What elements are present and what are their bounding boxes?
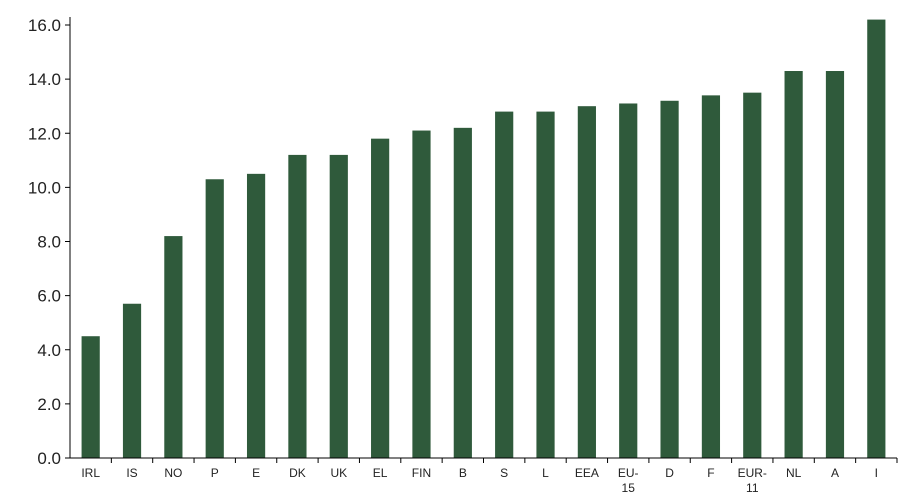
- x-axis: IRL IS NO P E DK UK EL FIN B S L EEA EU-15 D F EUR-11 NL A…: [70, 457, 898, 495]
- bar: [825, 71, 845, 458]
- bar: [412, 130, 431, 458]
- bar: [453, 127, 472, 459]
- x-tick-label: EU-15: [618, 466, 639, 495]
- x-tick-label: UK: [330, 466, 347, 480]
- x-tick-label: IS: [126, 466, 137, 480]
- bar: [81, 336, 100, 458]
- y-tick-label: 16.0: [28, 16, 61, 35]
- x-tick-label: L: [542, 466, 549, 480]
- y-tick-label: 10.0: [28, 178, 61, 197]
- x-tick-label: FIN: [412, 466, 431, 480]
- x-tick-label-line: B: [459, 466, 467, 480]
- bar: [536, 111, 555, 458]
- bar: [205, 179, 224, 458]
- bar: [122, 303, 142, 458]
- x-tick-label: EL: [373, 466, 388, 480]
- y-tick-label: 14.0: [28, 70, 61, 89]
- x-tick-label-line: 11: [746, 481, 759, 495]
- bar: [784, 71, 803, 458]
- x-tick-label-line: E: [252, 466, 260, 480]
- x-tick-label: D: [665, 466, 674, 480]
- bar: [246, 173, 266, 458]
- x-tick-label: I: [875, 466, 878, 480]
- y-tick-label: 6.0: [37, 287, 61, 306]
- x-tick-label: S: [500, 466, 508, 480]
- bars: [81, 19, 886, 459]
- bar: [288, 154, 307, 458]
- x-tick-label: B: [459, 466, 467, 480]
- x-tick-label-line: FIN: [412, 466, 431, 480]
- y-tick-label: 0.0: [37, 449, 61, 468]
- bar: [743, 92, 762, 458]
- x-tick-label-line: F: [707, 466, 714, 480]
- x-tick-label: NL: [786, 466, 802, 480]
- y-tick-label: 2.0: [37, 395, 61, 414]
- y-tick-label: 8.0: [37, 233, 61, 252]
- bar: [577, 106, 596, 458]
- bar: [867, 19, 886, 459]
- x-tick-label-line: A: [831, 466, 839, 480]
- x-tick-label: F: [707, 466, 714, 480]
- bar: [619, 103, 638, 458]
- x-tick-label: A: [831, 466, 839, 480]
- x-tick-label-line: IRL: [81, 466, 100, 480]
- bar: [164, 236, 183, 458]
- bar: [329, 154, 348, 458]
- x-tick-label-line: UK: [330, 466, 347, 480]
- x-tick-label-line: NL: [786, 466, 802, 480]
- x-tick-label-line: 15: [622, 481, 636, 495]
- bar: [495, 111, 514, 458]
- x-tick-label-line: EU-: [618, 466, 639, 480]
- x-tick-label-line: DK: [289, 466, 306, 480]
- x-tick-label: P: [211, 466, 219, 480]
- x-tick-label-line: P: [211, 466, 219, 480]
- bar: [371, 138, 390, 458]
- x-tick-label-line: EUR-: [738, 466, 767, 480]
- x-tick-label: IRL: [81, 466, 100, 480]
- y-tick-label: 4.0: [37, 341, 61, 360]
- y-axis: 0.0 2.0 4.0 6.0 8.0 10.0 12.0 14.0 16.0: [28, 16, 71, 468]
- x-tick-label-line: S: [500, 466, 508, 480]
- y-tick-label: 12.0: [28, 124, 61, 143]
- x-tick-label: DK: [289, 466, 306, 480]
- x-tick-label-line: IS: [126, 466, 137, 480]
- x-tick-label-line: EEA: [575, 466, 599, 480]
- x-tick-label-line: L: [542, 466, 549, 480]
- x-tick-label-line: NO: [164, 466, 182, 480]
- x-tick-label: EUR-11: [738, 466, 767, 495]
- x-tick-label-line: D: [665, 466, 674, 480]
- bar: [660, 100, 679, 459]
- x-tick-label: NO: [164, 466, 182, 480]
- x-tick-label-line: I: [875, 466, 878, 480]
- x-tick-label: EEA: [575, 466, 599, 480]
- bar: [701, 95, 721, 459]
- x-tick-label-line: EL: [373, 466, 388, 480]
- x-tick-label: E: [252, 466, 260, 480]
